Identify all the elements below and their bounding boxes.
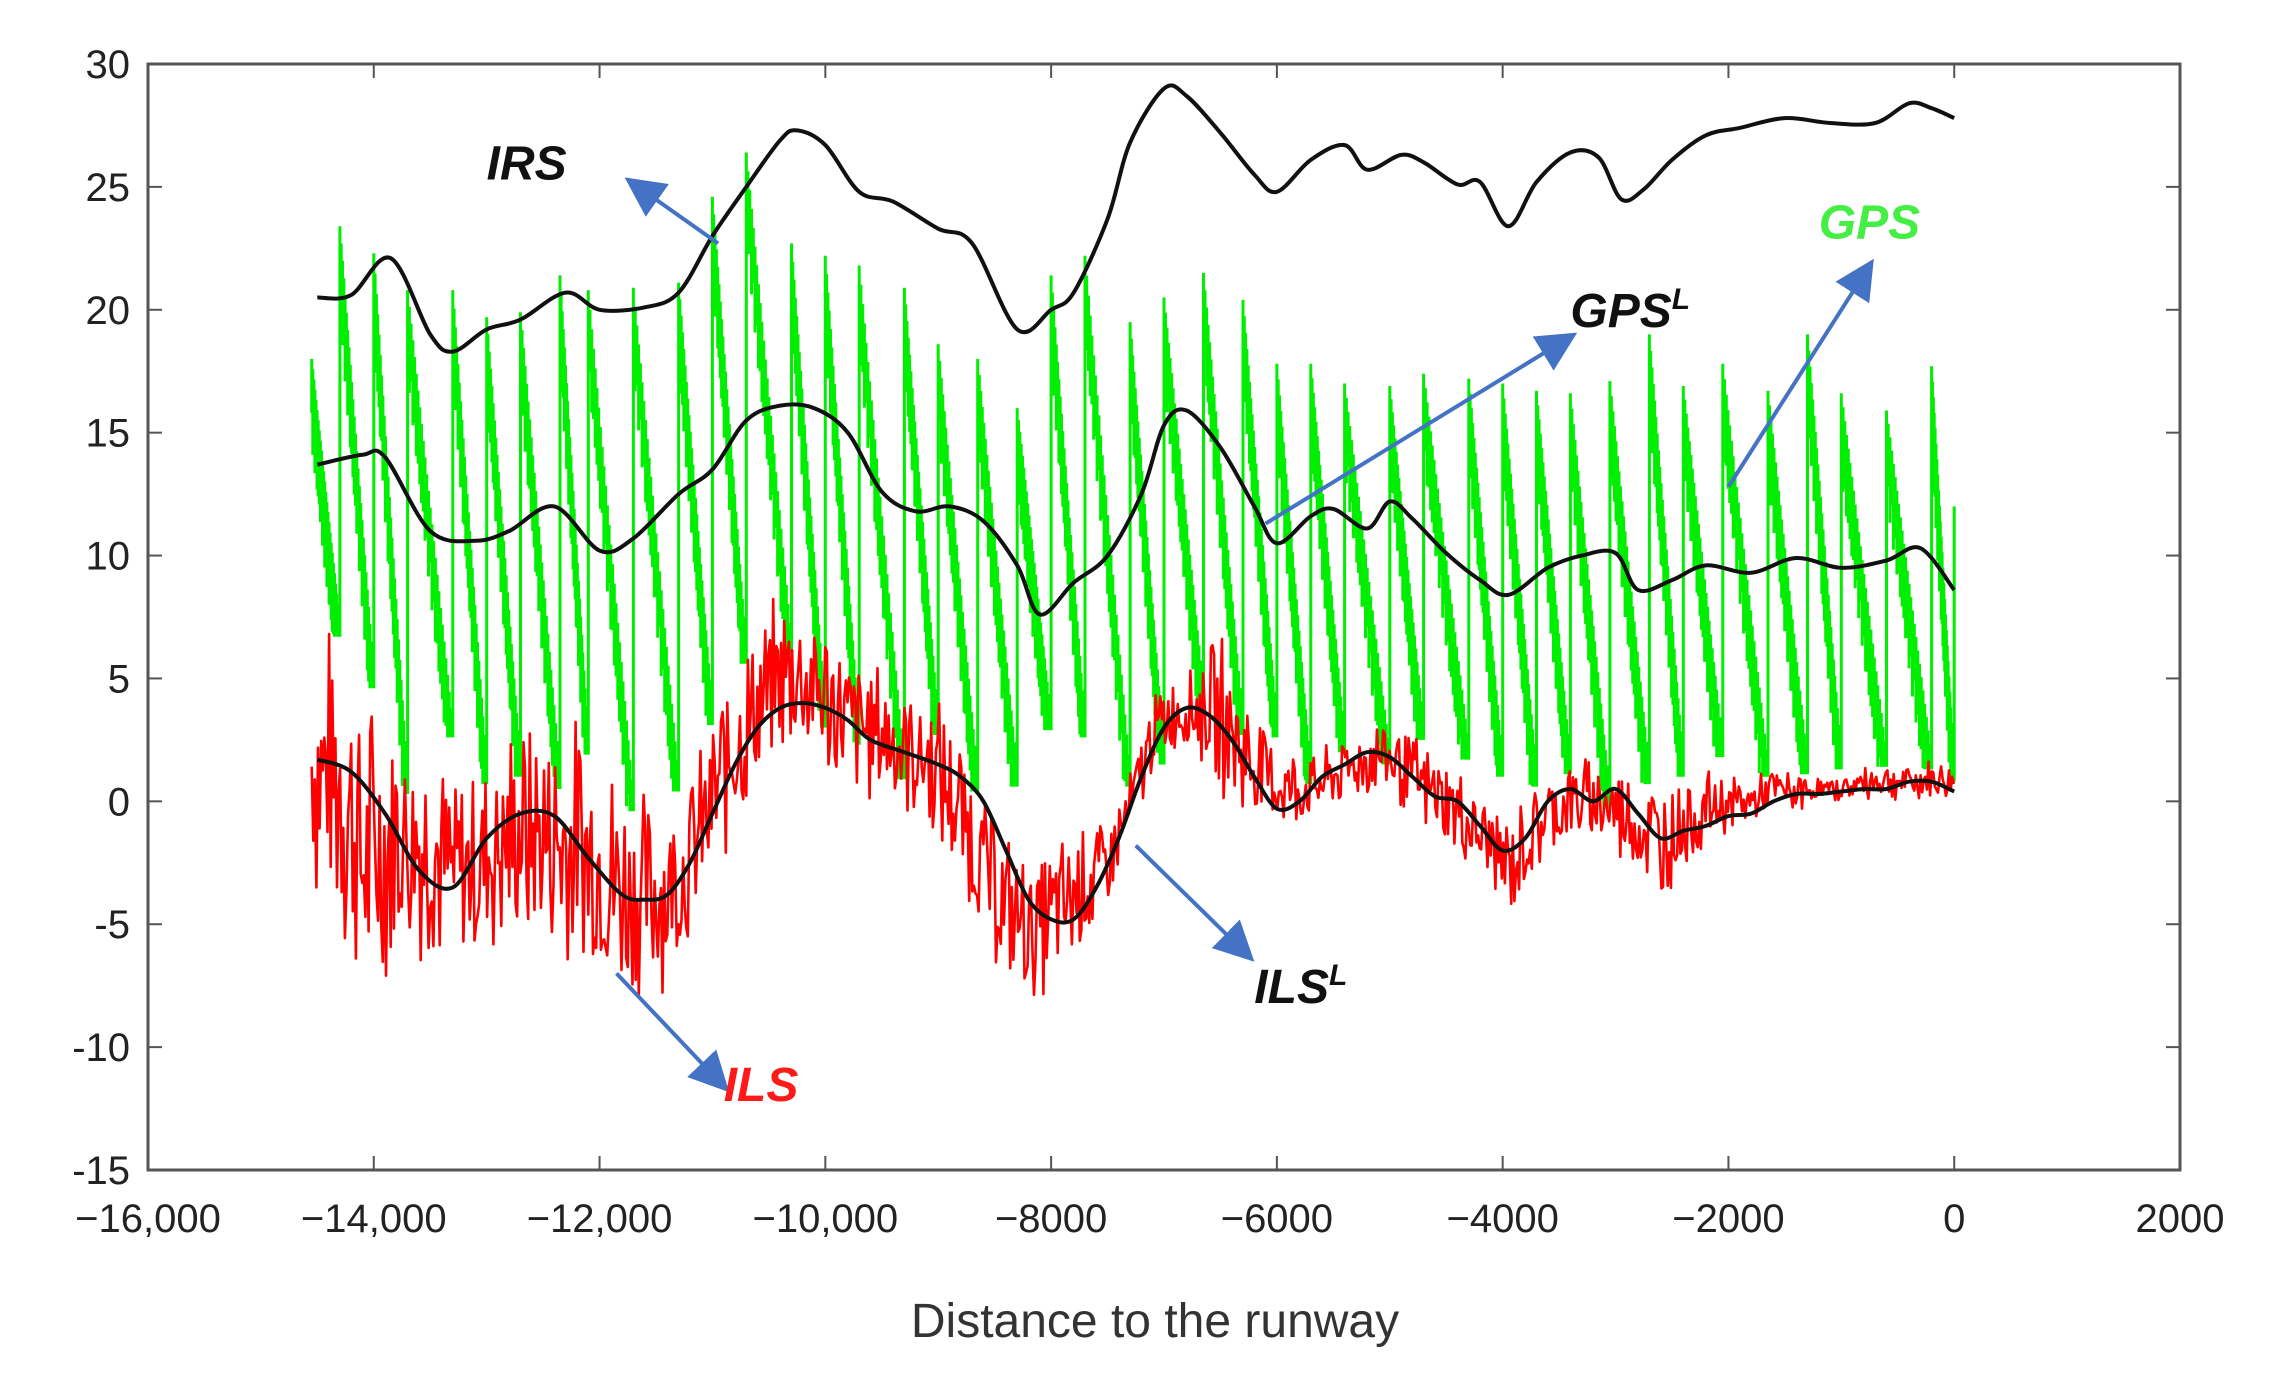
x-tick-label: −6000 xyxy=(1221,1197,1333,1241)
annotation-label: GPSL xyxy=(1570,283,1690,338)
y-tick-label: 0 xyxy=(108,780,130,824)
annotation-arrow xyxy=(615,972,730,1093)
series-irs xyxy=(317,83,1956,354)
y-tick-label: 5 xyxy=(108,657,130,701)
y-tick-label: 20 xyxy=(86,289,131,333)
annotation-label: IRS xyxy=(487,138,567,191)
annotation-arrow xyxy=(1726,258,1874,488)
y-tick-label: 10 xyxy=(86,535,131,579)
x-axis: −16,000 −14,000 −12,000 −10,000 −8000 −6000 −4… xyxy=(75,64,2224,1241)
annotation-irs: IRS xyxy=(487,138,720,246)
x-tick-label: 2000 xyxy=(2136,1197,2225,1241)
x-tick-label: −4000 xyxy=(1446,1197,1558,1241)
series-gps-l xyxy=(316,402,1956,617)
y-tick-label: -5 xyxy=(94,903,130,947)
annotation-layer: IRS GPS GPSL ILSL ILS xyxy=(487,138,1920,1113)
y-tick-label: -15 xyxy=(72,1149,130,1193)
y-tick-label: -10 xyxy=(72,1026,130,1070)
series-ils-l xyxy=(316,701,1956,925)
y-axis: 30 25 20 15 10 5 0 -5 -10 -15 xyxy=(72,43,2180,1193)
x-tick-label: −2000 xyxy=(1672,1197,1784,1241)
x-tick-label: −8000 xyxy=(995,1197,1107,1241)
x-tick-label: −14,000 xyxy=(301,1197,447,1241)
x-tick-label: −10,000 xyxy=(752,1197,898,1241)
y-tick-label: 30 xyxy=(86,43,131,87)
annotation-label: ILSL xyxy=(1254,959,1347,1014)
x-tick-label: −16,000 xyxy=(75,1197,221,1241)
annotation-label: ILS xyxy=(724,1059,799,1112)
annotation-gps: GPS xyxy=(1726,197,1920,488)
series-layer xyxy=(310,83,1956,997)
series-ils xyxy=(310,597,1956,997)
x-tick-label: 0 xyxy=(1943,1197,1965,1241)
y-tick-label: 25 xyxy=(86,166,131,210)
annotation-ils: ILS xyxy=(615,972,799,1112)
annotation-ils-l: ILSL xyxy=(1134,844,1347,1014)
x-tick-label: −12,000 xyxy=(527,1197,673,1241)
y-tick-label: 15 xyxy=(86,412,131,456)
annotation-arrow xyxy=(1134,844,1255,962)
annotation-arrow xyxy=(624,177,720,246)
x-axis-title: Distance to the runway xyxy=(911,1295,1399,1348)
annotation-arrow xyxy=(1264,332,1578,526)
annotation-gps-l: GPSL xyxy=(1264,283,1690,526)
series-gps xyxy=(310,152,1956,812)
annotation-label: GPS xyxy=(1819,197,1920,250)
